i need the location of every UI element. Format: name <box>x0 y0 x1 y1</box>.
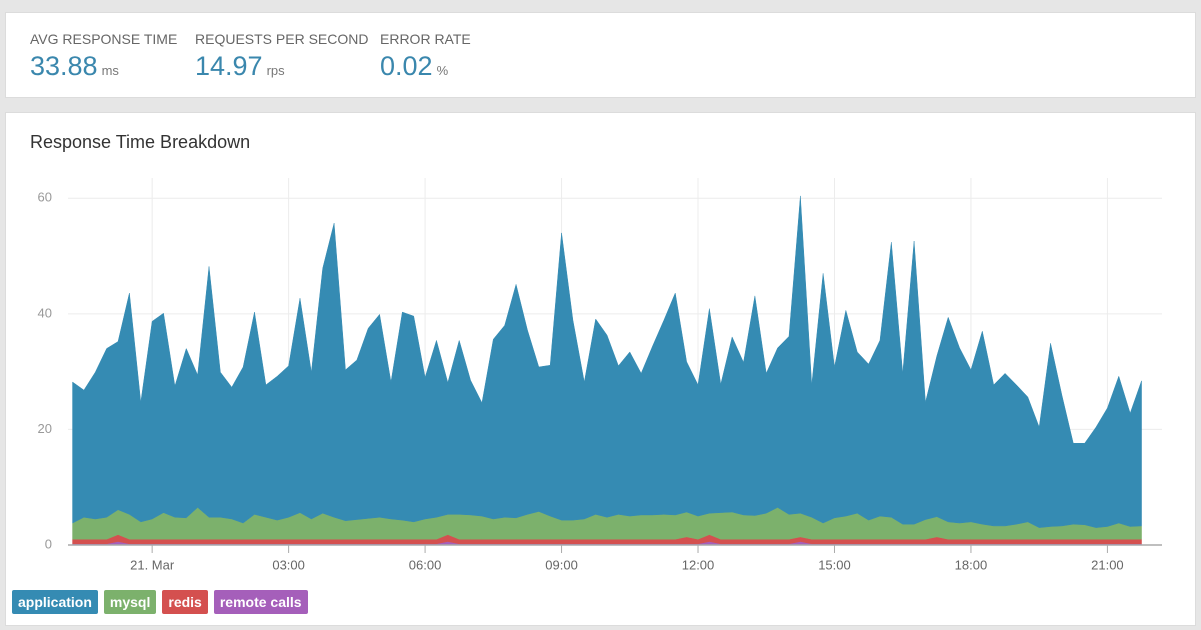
stats-card: AVG RESPONSE TIME 33.88 ms REQUESTS PER S… <box>5 12 1196 98</box>
stat-unit: % <box>436 63 449 78</box>
stat-value: 33.88 ms <box>30 51 177 82</box>
legend: application mysql redis remote calls <box>12 590 308 614</box>
y-tick-label: 60 <box>38 190 52 205</box>
x-tick-label: 06:00 <box>409 557 442 572</box>
stat-label: ERROR RATE <box>380 31 471 47</box>
stat: ERROR RATE 0.02% <box>380 31 471 82</box>
y-tick-label: 20 <box>38 421 52 436</box>
x-tick-label: 12:00 <box>682 557 715 572</box>
y-tick-label: 40 <box>38 305 52 320</box>
x-tick-label: 09:00 <box>545 557 578 572</box>
stat-value: 0.02% <box>380 51 471 82</box>
stat-unit: rps <box>266 63 285 78</box>
legend-item[interactable]: mysql <box>103 590 157 614</box>
legend-item[interactable]: application <box>12 590 98 614</box>
legend-item[interactable]: remote calls <box>213 590 308 614</box>
stat-value: 14.97 rps <box>195 51 368 82</box>
chart-card: 0 20 40 60 21. Mar 03:00 06:00 09:00 12:00 15:00 1… <box>5 112 1196 626</box>
y-tick-label: 0 <box>45 536 52 551</box>
area <box>72 195 1142 528</box>
x-tick-label: 15:00 <box>818 557 851 572</box>
stat-number: 14.97 <box>195 51 263 81</box>
chart: 0 20 40 60 21. Mar 03:00 06:00 09:00 12:00 15:00 1… <box>38 178 1162 572</box>
x-tick-label: 03:00 <box>272 557 305 572</box>
x-tick-label: 21. Mar <box>130 557 175 572</box>
x-tick-label: 18:00 <box>955 557 988 572</box>
chart-title: Response Time Breakdown <box>30 132 251 152</box>
x-tick-label: 21:00 <box>1091 557 1124 572</box>
stat-number: 33.88 <box>30 51 98 81</box>
stat: AVG RESPONSE TIME 33.88 ms <box>30 31 177 82</box>
stat-unit: ms <box>101 63 119 78</box>
stat-number: 0.02 <box>380 51 433 81</box>
stat: REQUESTS PER SECOND 14.97 rps <box>195 31 368 82</box>
stat-label: AVG RESPONSE TIME <box>30 31 178 47</box>
stat-label: REQUESTS PER SECOND <box>195 31 369 47</box>
legend-item[interactable]: redis <box>162 590 208 614</box>
